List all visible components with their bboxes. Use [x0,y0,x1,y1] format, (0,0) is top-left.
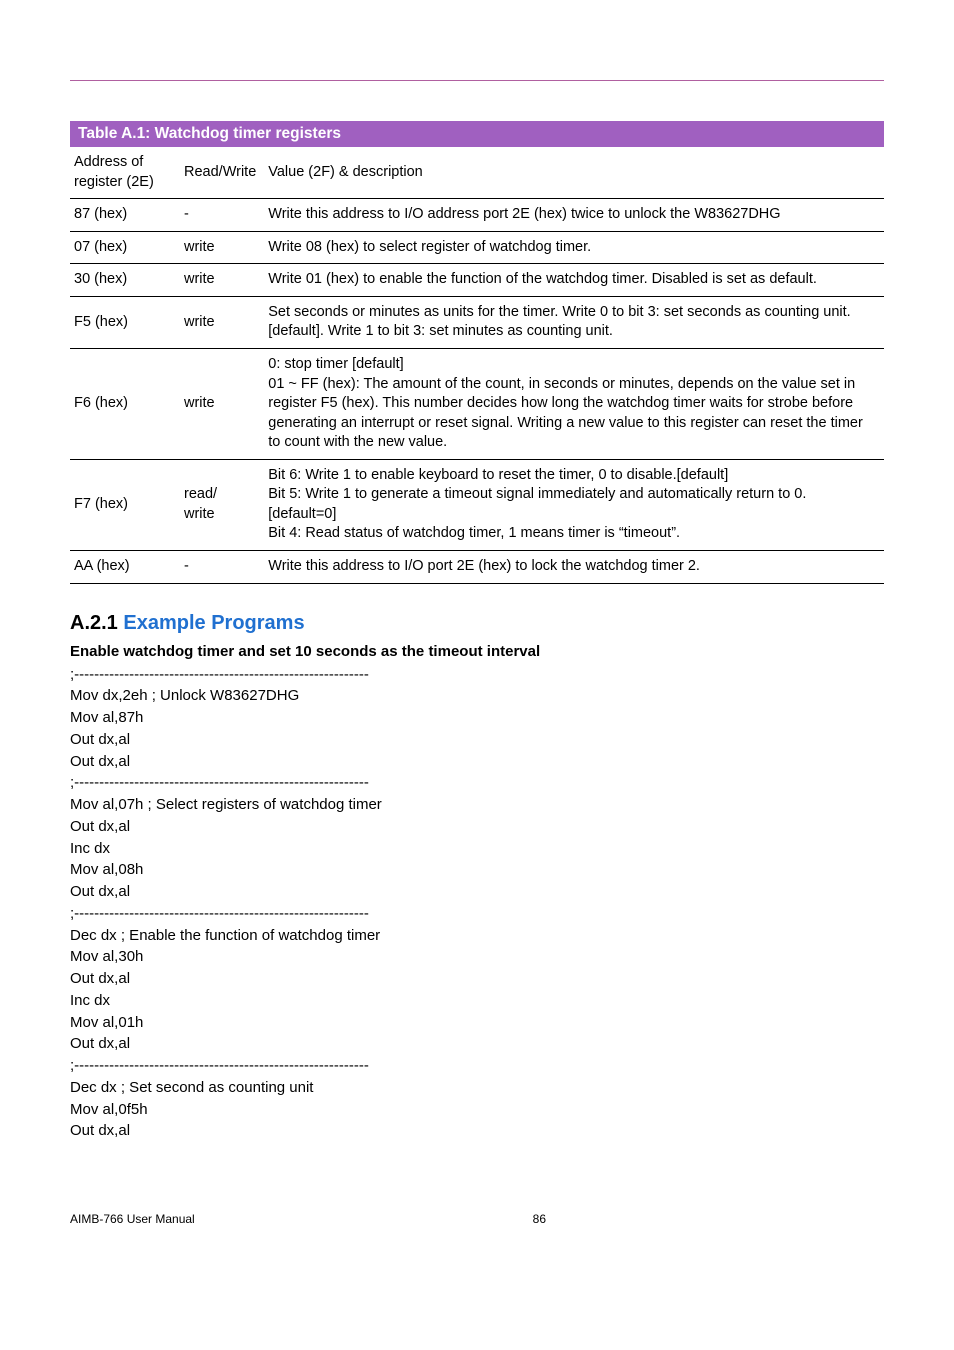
cell-rw: - [180,551,264,584]
code-line: Mov al,30h [70,946,884,968]
cell-rw: - [180,199,264,232]
code-line: Out dx,al [70,751,884,773]
code-line: Mov al,01h [70,1012,884,1034]
code-line: Out dx,al [70,729,884,751]
code-line: Dec dx ; Enable the function of watchdog… [70,925,884,947]
code-line: Inc dx [70,838,884,860]
code-line: Mov al,87h [70,707,884,729]
cell-desc: 0: stop timer [default] 01 ~ FF (hex): T… [264,348,884,459]
cell-desc: Write this address to I/O address port 2… [264,199,884,232]
cell-rw: write [180,296,264,348]
section-number: A.2.1 [70,612,118,634]
code-line: ;---------------------------------------… [70,664,884,686]
cell-desc: Write 08 (hex) to select register of wat… [264,231,884,264]
table-row: 07 (hex)writeWrite 08 (hex) to select re… [70,231,884,264]
cell-desc: Bit 6: Write 1 to enable keyboard to res… [264,459,884,550]
table-row: F5 (hex)writeSet seconds or minutes as u… [70,296,884,348]
table-row: 30 (hex)writeWrite 01 (hex) to enable th… [70,264,884,297]
watchdog-table: Table A.1: Watchdog timer registers Addr… [70,121,884,584]
footer-manual-name: AIMB-766 User Manual [70,1212,195,1226]
code-line: Out dx,al [70,881,884,903]
col-header-address: Address of register (2E) [70,147,180,199]
code-line: Out dx,al [70,1033,884,1055]
cell-rw: write [180,264,264,297]
cell-desc: Set seconds or minutes as units for the … [264,296,884,348]
table-row: F6 (hex)write0: stop timer [default] 01 … [70,348,884,459]
code-line: Dec dx ; Set second as counting unit [70,1077,884,1099]
cell-address: AA (hex) [70,551,180,584]
code-line: Mov al,08h [70,859,884,881]
code-line: ;---------------------------------------… [70,903,884,925]
code-line: Inc dx [70,990,884,1012]
cell-desc: Write this address to I/O port 2E (hex) … [264,551,884,584]
col-header-rw: Read/Write [180,147,264,199]
cell-rw: read/ write [180,459,264,550]
cell-address: 07 (hex) [70,231,180,264]
cell-rw: write [180,348,264,459]
code-line: Mov al,0f5h [70,1099,884,1121]
table-row: AA (hex)-Write this address to I/O port … [70,551,884,584]
code-line: Out dx,al [70,968,884,990]
top-rule [70,80,884,81]
code-line: Out dx,al [70,816,884,838]
section-heading: A.2.1 Example Programs [70,612,884,635]
section-subtitle: Enable watchdog timer and set 10 seconds… [70,643,884,660]
col-header-desc: Value (2F) & description [264,147,884,199]
code-line: Out dx,al [70,1120,884,1142]
cell-address: 87 (hex) [70,199,180,232]
code-line: ;---------------------------------------… [70,1055,884,1077]
section-title: Example Programs [123,612,304,634]
table-row: 87 (hex)-Write this address to I/O addre… [70,199,884,232]
table-title: Table A.1: Watchdog timer registers [70,121,884,147]
cell-address: F6 (hex) [70,348,180,459]
cell-address: F7 (hex) [70,459,180,550]
code-line: Mov dx,2eh ; Unlock W83627DHG [70,685,884,707]
code-line: ;---------------------------------------… [70,772,884,794]
page-footer: AIMB-766 User Manual 86 [0,1182,954,1246]
code-line: Mov al,07h ; Select registers of watchdo… [70,794,884,816]
table-row: F7 (hex)read/ writeBit 6: Write 1 to ena… [70,459,884,550]
cell-rw: write [180,231,264,264]
cell-address: F5 (hex) [70,296,180,348]
cell-desc: Write 01 (hex) to enable the function of… [264,264,884,297]
cell-address: 30 (hex) [70,264,180,297]
code-listing: ;---------------------------------------… [70,664,884,1143]
